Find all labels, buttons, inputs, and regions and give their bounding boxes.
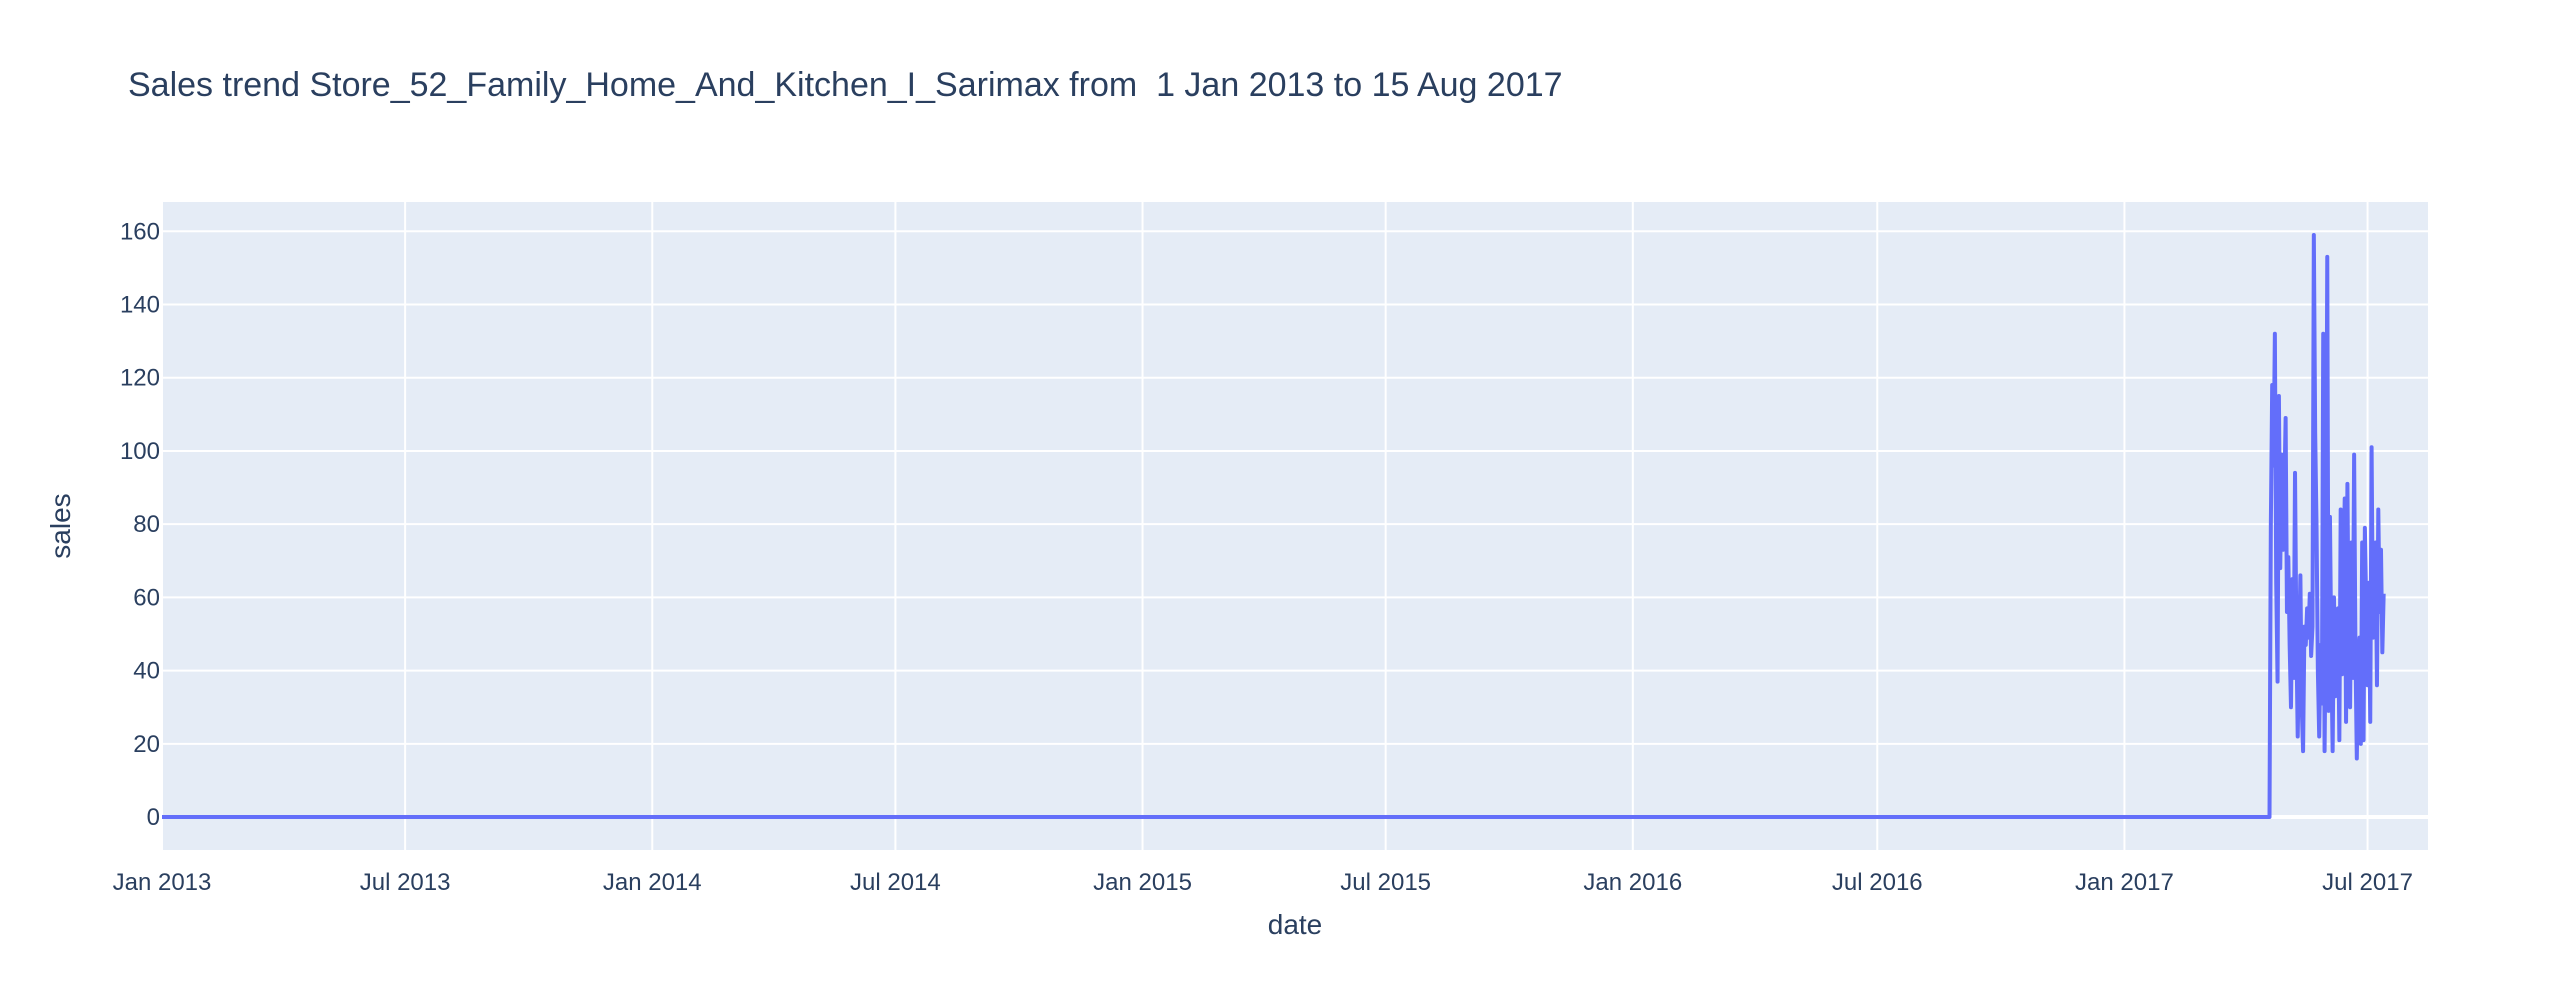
y-tick-label: 80 [133, 511, 160, 538]
y-gridlines [162, 230, 2428, 745]
x-axis-tick-labels: Jan 2013 Jul 2013 Jan 2014 Jul 2014 Jan 2015… [113, 869, 2413, 896]
x-tick-label: Jan 2016 [1583, 869, 1682, 896]
chart-title: Sales trend Store_52_Family_Home_And_Kit… [128, 66, 1563, 104]
sales-series-line [162, 232, 2386, 820]
y-tick-label: 160 [120, 218, 160, 245]
y-tick-label: 100 [120, 438, 160, 465]
x-tick-label: Jan 2014 [603, 869, 702, 896]
x-tick-label: Jan 2017 [2075, 869, 2174, 896]
y-tick-label: 60 [133, 584, 160, 611]
x-tick-label: Jul 2015 [1340, 869, 1431, 896]
x-gridlines [161, 202, 2369, 850]
x-axis-title: date [1268, 909, 1323, 940]
series-layer [162, 232, 2386, 820]
x-tick-label: Jul 2017 [2322, 869, 2413, 896]
x-tick-label: Jul 2014 [850, 869, 941, 896]
y-tick-label: 20 [133, 731, 160, 758]
plot-area [162, 202, 2428, 850]
x-tick-label: Jul 2013 [360, 869, 451, 896]
y-tick-label: 40 [133, 658, 160, 685]
y-tick-label: 0 [147, 804, 160, 831]
y-tick-label: 140 [120, 292, 160, 319]
x-tick-label: Jan 2013 [113, 869, 212, 896]
y-tick-label: 120 [120, 365, 160, 392]
x-tick-label: Jan 2015 [1093, 869, 1192, 896]
y-axis-title: sales [45, 493, 76, 558]
x-tick-label: Jul 2016 [1832, 869, 1923, 896]
y-axis-tick-labels: 0 20 40 60 80 100 120 140 160 [120, 218, 160, 831]
